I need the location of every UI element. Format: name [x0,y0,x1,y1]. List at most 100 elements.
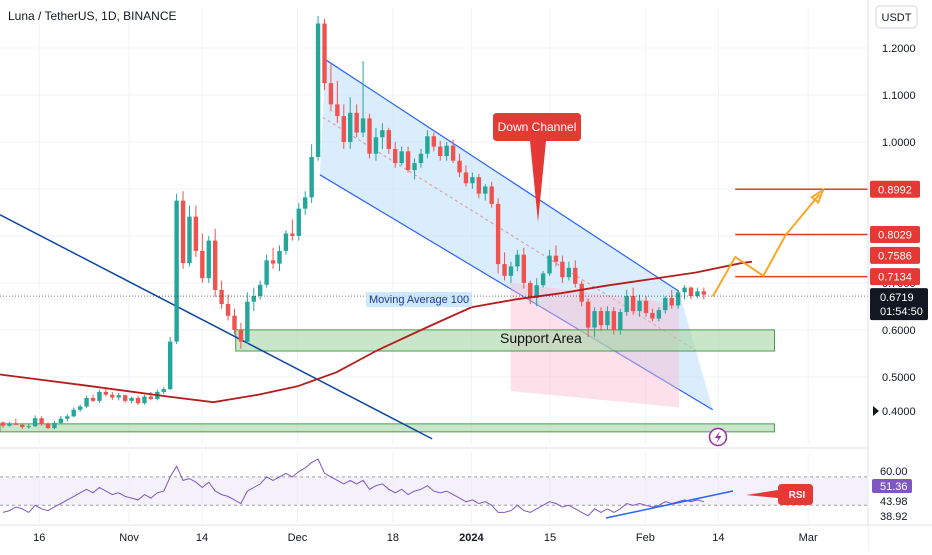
candle[interactable] [322,18,327,91]
candle[interactable] [110,391,115,400]
candle[interactable] [90,394,96,403]
candle[interactable] [245,292,250,344]
candle[interactable] [264,254,269,288]
candle[interactable] [309,144,314,204]
support-zone-upper[interactable] [235,329,775,352]
down-channel-lower-line[interactable] [319,174,714,411]
candle[interactable] [77,404,83,412]
candle[interactable] [393,141,398,168]
candle[interactable] [219,280,224,309]
candle[interactable] [238,322,244,349]
candle[interactable] [135,395,141,406]
candle[interactable] [418,148,424,168]
candle[interactable] [341,104,346,149]
candle[interactable] [605,306,610,330]
candle[interactable] [193,205,199,258]
candle[interactable] [637,294,642,317]
descending-trendline[interactable] [0,214,433,440]
candle[interactable] [373,127,379,161]
candle[interactable] [405,146,411,173]
candle[interactable] [560,255,565,283]
candle[interactable] [675,289,681,309]
candle[interactable] [489,181,494,208]
candle[interactable] [412,158,417,180]
candle[interactable] [161,387,166,395]
candle[interactable] [540,271,546,288]
candle[interactable] [573,260,578,288]
candle[interactable] [58,415,64,425]
candle[interactable] [335,80,340,124]
candle[interactable] [534,278,539,307]
candle[interactable] [270,247,276,269]
candle[interactable] [39,416,44,426]
candle[interactable] [103,388,109,397]
candle[interactable] [148,391,154,401]
candle[interactable] [598,307,604,331]
candle[interactable] [425,130,430,159]
candle[interactable] [232,308,237,335]
candle[interactable] [20,423,25,430]
lightning-icon[interactable] [708,427,728,447]
candle[interactable] [643,296,649,317]
candle[interactable] [277,245,282,272]
candle[interactable] [663,296,668,314]
down-channel-callout[interactable]: Down Channel [493,113,581,222]
candle[interactable] [71,407,76,418]
candle[interactable] [457,153,462,178]
candle[interactable] [258,280,263,300]
candle[interactable] [167,336,173,391]
candle[interactable] [354,104,359,138]
candle[interactable] [431,132,437,152]
candle[interactable] [45,422,51,430]
candle[interactable] [84,395,89,408]
candle[interactable] [206,235,211,283]
candle[interactable] [618,308,623,335]
candle[interactable] [585,298,591,337]
candle[interactable] [701,287,707,300]
candle[interactable] [174,193,179,344]
currency-button[interactable]: USDT [875,5,918,29]
candle[interactable] [476,173,482,199]
candle[interactable] [13,418,19,426]
candle[interactable] [328,64,334,112]
candle[interactable] [579,280,584,307]
candle[interactable] [386,127,391,154]
candle[interactable] [32,415,38,428]
candle[interactable] [438,140,443,161]
candle[interactable] [624,289,629,316]
candle[interactable] [483,184,488,201]
moving-average-100-line[interactable] [0,260,753,404]
candle[interactable] [97,389,102,403]
candle[interactable] [611,307,617,335]
candle[interactable] [129,396,134,404]
candle[interactable] [122,394,128,403]
candle[interactable] [303,191,308,215]
candle[interactable] [630,287,636,315]
candle[interactable] [380,123,385,149]
candle[interactable] [508,261,514,283]
candle[interactable] [65,413,70,422]
candle[interactable] [52,421,57,430]
candle[interactable] [116,392,121,401]
candle[interactable] [187,205,192,267]
candle[interactable] [367,113,372,159]
candle[interactable] [26,423,31,429]
candle[interactable] [283,230,289,255]
down-channel-upper-line[interactable] [325,59,680,292]
candle[interactable] [695,287,700,298]
candle[interactable] [656,307,662,322]
candle[interactable] [669,289,674,309]
candle[interactable] [682,285,687,300]
rsi-trendline[interactable] [605,490,734,519]
candle[interactable] [515,249,520,272]
candle[interactable] [0,421,6,428]
candle[interactable] [360,61,366,138]
candle[interactable] [688,286,694,300]
candle[interactable] [502,252,507,281]
rsi-pane[interactable]: 60.00 51.36 43.98 38.92 RSI [0,458,912,523]
candle[interactable] [592,307,597,337]
candle[interactable] [290,219,295,241]
candle[interactable] [521,247,527,289]
